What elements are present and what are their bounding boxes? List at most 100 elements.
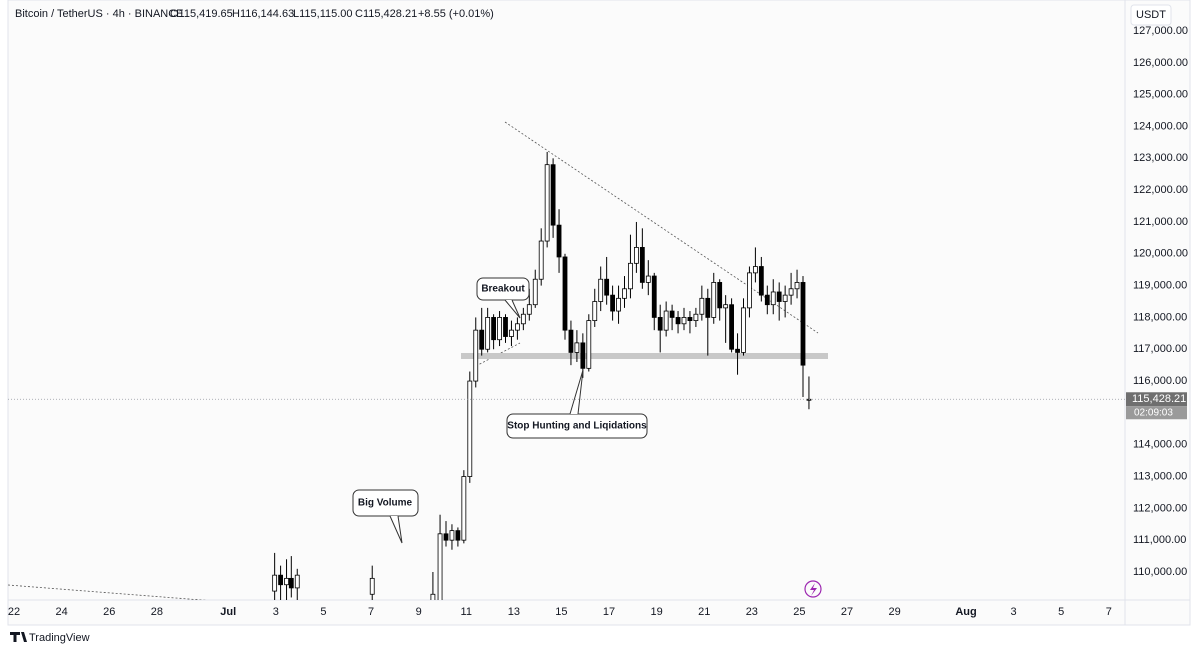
x-tick-label: 9	[416, 606, 422, 618]
candle-body	[663, 310, 669, 331]
candle-body	[651, 275, 657, 318]
x-tick-label: 24	[56, 606, 68, 618]
x-tick-label: 29	[888, 606, 900, 618]
x-tick-label: 21	[698, 606, 710, 618]
y-tick-label: 126,000.00	[1133, 57, 1188, 69]
candle-body	[526, 304, 532, 315]
candle-body	[687, 317, 693, 322]
annotation-pointer	[504, 299, 521, 319]
y-tick-label: 120,000.00	[1133, 248, 1188, 260]
x-tick-label: 19	[651, 606, 663, 618]
last-price-label: 115,428.21	[1132, 393, 1186, 405]
currency-button[interactable]	[1130, 4, 1172, 26]
candle-body	[294, 574, 300, 589]
candle-body	[473, 329, 479, 382]
x-tick-label: 23	[746, 606, 758, 618]
candle-body	[800, 282, 806, 366]
candle-body	[770, 291, 776, 306]
candle-body	[752, 266, 758, 274]
x-tick-label: 17	[603, 606, 615, 618]
x-tick-label: 3	[273, 606, 279, 618]
candle-body	[538, 240, 544, 280]
symbol: Bitcoin / TetherUS · 4h · BINANCE	[15, 8, 184, 20]
candle-body	[449, 530, 455, 541]
candle-body	[592, 301, 598, 322]
candle-body	[284, 577, 289, 586]
y-tick-label: 119,000.00	[1133, 280, 1187, 292]
ohlc-open: O115,419.65	[170, 8, 233, 20]
x-tick-label: 7	[1106, 606, 1112, 618]
currency[interactable]: USDT	[1136, 9, 1166, 21]
candle-body	[497, 317, 502, 341]
brand-logo	[10, 632, 27, 642]
x-tick-label: Jul	[220, 606, 236, 618]
plot-area	[8, 121, 828, 600]
candle-body	[735, 348, 740, 353]
candle-body	[272, 574, 278, 592]
chart-frame	[7, 0, 1191, 626]
candle-body	[485, 317, 491, 350]
y-tick-label: 125,000.00	[1133, 89, 1188, 101]
y-tick-label: 117,000.00	[1133, 343, 1187, 355]
candle-body	[562, 256, 568, 331]
brand: TradingView	[29, 632, 90, 644]
annotation-pointer	[389, 515, 403, 544]
candle-body	[758, 266, 764, 296]
countdown-tag	[1126, 406, 1187, 420]
y-tick-label: 110,000.00	[1133, 566, 1187, 578]
candle-body	[437, 533, 443, 600]
candle-body	[598, 278, 604, 302]
candle-body	[544, 164, 550, 242]
candle-body	[628, 262, 633, 290]
candle-body	[764, 294, 770, 306]
candle-body	[669, 310, 675, 318]
y-tick-label: 122,000.00	[1133, 184, 1188, 196]
trend-line	[504, 121, 819, 334]
candle-body	[723, 304, 729, 309]
x-tick-label: 13	[508, 606, 520, 618]
candle-body	[461, 476, 467, 541]
annotation: Stop Hunting and Liqidations	[507, 421, 647, 432]
candle-body	[509, 329, 514, 337]
candle-body	[741, 307, 746, 353]
y-tick-label: 114,000.00	[1133, 439, 1187, 451]
trend-line	[8, 584, 207, 600]
y-tick-label: 127,000.00	[1133, 25, 1188, 37]
y-tick-label: 111,000.00	[1133, 534, 1186, 546]
y-tick-label: 112,000.00	[1133, 502, 1187, 514]
annotation-box	[352, 489, 419, 517]
countdown: 02:09:03	[1134, 407, 1173, 418]
candle-body	[580, 342, 586, 369]
x-tick-label: 28	[151, 606, 163, 618]
annotation-pointer	[569, 369, 584, 415]
ohlc-high: H116,144.63	[232, 8, 294, 20]
x-tick-label: 22	[8, 606, 20, 618]
candle-body	[681, 317, 687, 325]
y-tick-label: 121,000.00	[1133, 216, 1188, 228]
candle-body	[278, 574, 283, 586]
candle-body	[675, 317, 681, 325]
candle-body	[705, 297, 711, 318]
y-tick-label: 124,000.00	[1133, 120, 1188, 132]
candle-body	[633, 247, 639, 264]
candle-body	[806, 398, 812, 401]
y-tick-label: 113,000.00	[1133, 470, 1187, 482]
x-tick-label: 26	[103, 606, 115, 618]
candle-body	[479, 329, 485, 350]
annotation: Big Volume	[358, 498, 413, 509]
ohlc-low: L115,115.00	[293, 8, 353, 20]
candle-body	[794, 282, 800, 290]
candle-body	[467, 380, 473, 477]
event-icon[interactable]	[804, 580, 822, 598]
candle-body	[610, 294, 615, 312]
candle-body	[788, 288, 794, 296]
candle-body	[491, 317, 497, 341]
candle-body	[586, 320, 592, 369]
candle-body	[430, 593, 436, 600]
candle-body	[729, 304, 734, 350]
y-tick-label: 123,000.00	[1133, 152, 1188, 164]
candle-body	[639, 247, 645, 283]
candle-body	[782, 294, 788, 302]
annotation-box	[476, 277, 530, 301]
